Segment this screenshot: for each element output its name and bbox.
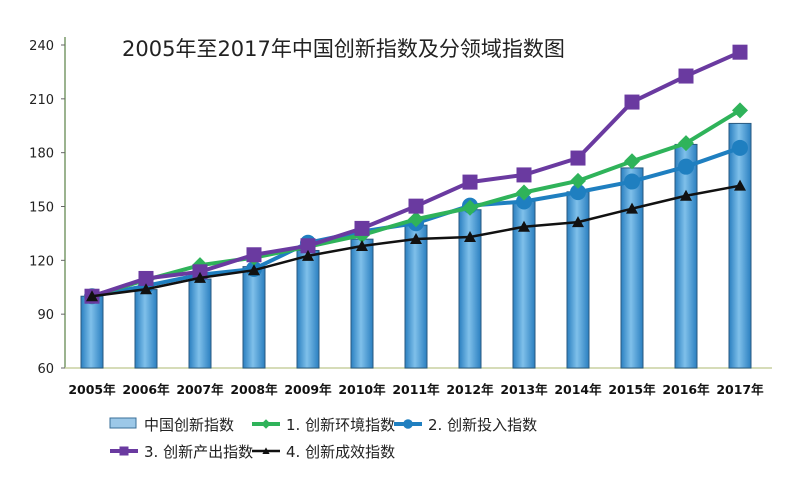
circle-marker [516,193,532,210]
diamond-marker [516,184,532,201]
series-4 [86,179,746,302]
legend-item-2: 2. 创新投入指数 [394,416,537,434]
x-tick-label: 2015年 [608,382,656,397]
legend-label: 2. 创新投入指数 [428,416,537,434]
legend-label: 3. 创新产出指数 [144,443,253,461]
bar [674,143,698,369]
triangle-marker [410,232,422,244]
chart-title: 2005年至2017年中国创新指数及分领域指数图 [122,37,565,61]
legend-item-3: 3. 创新产出指数 [110,443,253,461]
diamond-marker [408,211,424,228]
triangle-marker [86,290,98,302]
lines [84,44,748,305]
legend-label: 中国创新指数 [144,416,234,434]
diamond-marker [624,153,640,170]
legend-item-0: 中国创新指数 [109,416,234,434]
y-tick-label: 240 [29,39,54,54]
x-tick-label: 2012年 [446,382,494,397]
legend-item-1: 1. 创新环境指数 [252,416,395,434]
diamond-marker [678,135,694,152]
bar [80,295,104,369]
x-tick-label: 2010年 [338,382,386,397]
square-marker [678,68,694,84]
bar [350,238,374,369]
y-tick-label: 150 [29,201,54,216]
circle-marker [403,419,413,429]
circle-marker [732,139,748,156]
square-marker [462,174,478,190]
square-marker [138,270,154,286]
bars [80,122,752,369]
legend: 中国创新指数 1. 创新环境指数 2. 创新投入指数 3. 创新产出指数 4. 创新成效… [109,416,537,461]
diamond-marker [261,419,271,429]
triangle-marker [356,239,368,251]
x-tick-label: 2005年 [68,382,116,397]
x-tick-label: 2016年 [662,382,710,397]
bar [728,122,752,369]
diamond-marker [570,172,586,189]
square-marker [119,446,129,456]
triangle-marker [680,189,692,201]
bar [296,249,320,369]
triangle-marker [262,447,270,454]
x-tick-label: 2011年 [392,382,440,397]
triangle-marker [464,231,476,243]
bar [242,266,266,369]
legend-swatch [109,417,137,429]
bar [134,289,158,369]
y-tick-label: 120 [29,254,54,269]
triangle-marker [302,249,314,261]
x-tick-label: 2017年 [716,382,764,397]
bar [188,278,212,369]
square-marker [408,198,424,214]
legend-item-4: 4. 创新成效指数 [252,443,395,461]
circle-marker [678,158,694,175]
bar [404,224,428,369]
square-marker [624,94,640,110]
legend-label: 1. 创新环境指数 [286,416,395,434]
bar [620,167,644,369]
y-tick-label: 90 [37,308,54,323]
circle-marker [624,173,640,190]
axes: 60 90 120 150 180 210 240 2005年 2006年 2007年 2008年 2… [29,37,772,397]
triangle-marker [734,179,746,191]
square-marker [192,264,208,280]
triangle-marker [572,216,584,228]
y-tick-label: 210 [29,93,54,108]
square-marker [570,150,586,166]
triangle-marker [140,283,152,295]
circle-marker [570,184,586,201]
square-marker [732,44,748,60]
x-tick-label: 2008年 [230,382,278,397]
x-tick-label: 2009年 [284,382,332,397]
square-marker [354,220,370,236]
square-marker [516,167,532,183]
triangle-marker [626,202,638,214]
x-tick-label: 2006年 [122,382,170,397]
triangle-marker [194,271,206,283]
triangle-marker [248,264,260,276]
x-tick-label: 2007年 [176,382,224,397]
x-tick-label: 2014年 [554,382,602,397]
series-3 [84,44,748,304]
triangle-marker [518,220,530,232]
square-marker [246,247,262,263]
diamond-marker [732,102,748,119]
square-marker [300,238,316,254]
diamond-marker [462,199,478,216]
legend-label: 4. 创新成效指数 [286,443,395,461]
y-tick-label: 60 [37,362,54,377]
x-tick-label: 2013年 [500,382,548,397]
y-tick-label: 180 [29,147,54,162]
